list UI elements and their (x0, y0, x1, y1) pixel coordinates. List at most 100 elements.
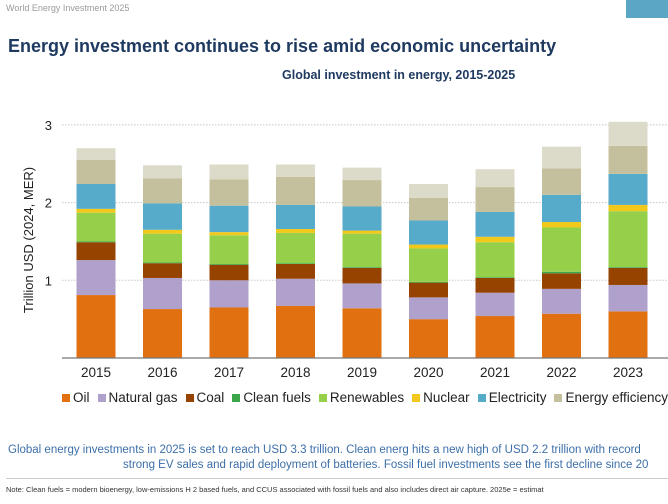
legend-label: Nuclear (423, 390, 470, 405)
stacked-bar-chart: Trillion USD (2024, MER) 1 2 3 2015 2016 2017… (21, 118, 668, 380)
bar-segment-energy-efficiency (542, 168, 581, 195)
bar-segment-electricity (409, 220, 448, 245)
legend-item: Nuclear (412, 390, 470, 405)
bar-segment-electricity (76, 183, 116, 209)
bar-segment-renewables (608, 211, 648, 268)
bar-segment-natural-gas (342, 283, 382, 309)
bar-segment-nuclear (276, 229, 315, 233)
bar-segment-natural-gas (143, 277, 182, 310)
bar-segment-natural-gas (475, 292, 515, 317)
legend-label: Energy efficiency (565, 390, 668, 405)
bar-segment-energy-efficiency (276, 176, 315, 205)
bar-segment-natural-gas (608, 284, 648, 312)
bar-segment-coal (76, 242, 116, 261)
legend-item: Renewables (318, 390, 405, 405)
bar-segment-coal (209, 264, 249, 281)
bar-segment-clean-fuels (342, 267, 382, 268)
y-tick-label: 1 (45, 273, 52, 288)
legend-swatch (185, 393, 194, 402)
bar-segment-nuclear (409, 244, 448, 249)
bar-segment-coal (542, 273, 581, 289)
bar-segment-coal (608, 267, 648, 285)
x-tick-label: 2019 (347, 365, 377, 380)
bar-segment-clean-fuels (409, 281, 448, 283)
bar-segment-oil (342, 308, 382, 358)
bar-segment-energy-efficiency (475, 187, 515, 212)
bar-segment-nuclear (143, 229, 182, 234)
bar-segment-oil (276, 305, 315, 358)
bar-segment-coal (276, 263, 315, 279)
bar-segment-nuclear (209, 232, 249, 236)
bar-segment-clean-fuels (209, 263, 249, 265)
bar-segment-oil (542, 313, 581, 358)
bar-segment-other (143, 165, 182, 179)
bar-segment-oil (608, 311, 648, 358)
report-header: World Energy Investment 2025 (6, 3, 130, 13)
summary-line-1: Global energy investments in 2025 is set… (8, 444, 641, 456)
legend-label: Renewables (329, 390, 405, 405)
legend-label: Clean fuels (243, 390, 311, 405)
bar-segment-natural-gas (409, 297, 448, 320)
bar-segment-natural-gas (76, 260, 116, 296)
bar-segment-energy-efficiency (76, 159, 116, 184)
legend-item: Oil (62, 390, 90, 405)
chart-legend: Oil Natural gas Coal Clean fuels Renewables N… (62, 390, 668, 405)
legend-item: Coal (185, 390, 224, 405)
x-tick-label: 2022 (546, 365, 576, 380)
bar-segment-renewables (409, 248, 448, 282)
bar-segment-renewables (542, 227, 581, 272)
bar-segment-other (276, 164, 315, 177)
y-tick-label: 3 (45, 118, 52, 133)
chart-title: Global investment in energy, 2015-2025 (282, 68, 516, 82)
bar-segment-clean-fuels (475, 277, 515, 278)
legend-label: Natural gas (108, 390, 178, 405)
legend-item: Clean fuels (232, 390, 311, 405)
legend-swatch (318, 393, 327, 402)
bar-segment-coal (475, 277, 515, 293)
bar-segment-renewables (143, 233, 182, 263)
x-tick-label: 2015 (81, 365, 111, 380)
x-tick-label: 2017 (214, 365, 244, 380)
bar-segment-nuclear (475, 236, 515, 243)
bar-segment-other (342, 167, 382, 181)
bar-segment-nuclear (76, 208, 116, 213)
bar-segment-clean-fuels (276, 263, 315, 264)
x-tick-label: 2021 (480, 365, 510, 380)
bar-segment-other (76, 148, 116, 160)
x-tick-label: 2016 (147, 365, 177, 380)
y-axis-label: Trillion USD (2024, MER) (21, 167, 36, 313)
bar-segment-other (542, 146, 581, 169)
bar-segment-electricity (143, 203, 182, 230)
bar-segment-energy-efficiency (209, 179, 249, 206)
bar-segment-other (608, 121, 648, 146)
bar-segment-energy-efficiency (342, 180, 382, 207)
legend-item: Natural gas (97, 390, 178, 405)
bar-segment-clean-fuels (76, 241, 116, 243)
bar-segment-electricity (342, 206, 382, 231)
bar-segment-natural-gas (276, 278, 315, 306)
legend-swatch (554, 393, 563, 402)
bar-segment-other (209, 164, 249, 180)
legend-item: Electricity (477, 390, 546, 405)
bar-segment-renewables (342, 233, 382, 268)
bar-segment-clean-fuels (608, 267, 648, 268)
bar-segment-oil (475, 316, 515, 358)
bar-segment-nuclear (608, 204, 648, 212)
summary-line-2: strong EV sales and rapid deployment of … (123, 459, 649, 471)
legend-label: Oil (73, 390, 90, 405)
bar-segment-energy-efficiency (608, 145, 648, 174)
bar-segment-energy-efficiency (143, 178, 182, 204)
bar-segment-clean-fuels (542, 271, 581, 274)
footnote: Note: Clean fuels = modern bioenergy, lo… (6, 485, 544, 494)
bar-segment-natural-gas (542, 288, 581, 314)
bar-segment-oil (209, 307, 249, 358)
bar-segment-energy-efficiency (409, 197, 448, 221)
x-tick-label: 2023 (613, 365, 643, 380)
bar-segment-oil (143, 309, 182, 358)
bar-segment-electricity (276, 204, 315, 230)
x-tick-label: 2020 (413, 365, 443, 380)
bar-segment-renewables (276, 232, 315, 264)
y-tick-label: 2 (45, 196, 52, 211)
bar-segment-renewables (475, 242, 515, 278)
header-accent-tab (626, 0, 668, 18)
